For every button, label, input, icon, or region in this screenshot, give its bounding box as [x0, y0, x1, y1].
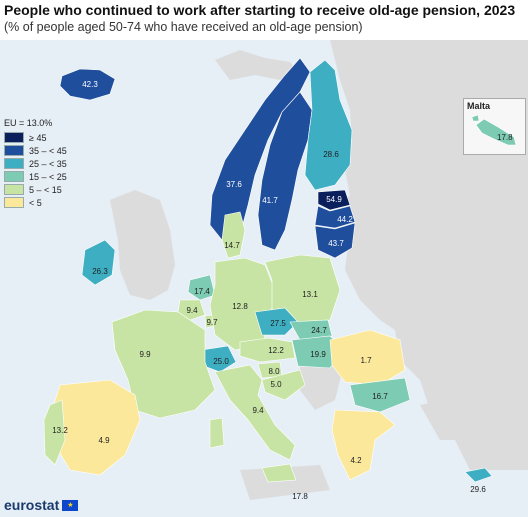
label-estonia: 54.9 [326, 195, 342, 204]
label-slovenia: 8.0 [268, 367, 280, 376]
legend-label: 35 – < 45 [29, 145, 67, 156]
label-belgium: 9.4 [186, 306, 198, 315]
label-denmark: 14.7 [224, 241, 240, 250]
turkey [420, 395, 500, 440]
label-slovakia: 24.7 [311, 326, 327, 335]
lithuania-region [314, 222, 356, 259]
legend-item: < 5 [4, 196, 67, 209]
malta-shape [471, 114, 517, 146]
legend: EU = 13.0% ≥ 45 35 – < 45 25 – < 35 15 –… [4, 118, 67, 209]
label-iceland: 42.3 [82, 80, 98, 89]
legend-item: 5 – < 15 [4, 183, 67, 196]
legend-label: 5 – < 15 [29, 184, 62, 195]
legend-title: EU = 13.0% [4, 118, 53, 128]
label-poland: 13.1 [302, 290, 318, 299]
malta-inset: Malta 17.8 [463, 98, 526, 155]
label-latvia: 44.2 [337, 215, 353, 224]
cyprus-region [464, 467, 493, 483]
legend-item: 35 – < 45 [4, 144, 67, 157]
slovakia-region [289, 319, 333, 341]
label-greece: 4.2 [350, 456, 362, 465]
label-romania: 1.7 [360, 356, 372, 365]
label-bulgaria: 16.7 [372, 392, 388, 401]
france-region [111, 309, 216, 419]
croatia-region [261, 369, 306, 401]
finland-region [304, 59, 353, 191]
romania-region [329, 329, 406, 386]
chart-subtitle: (% of people aged 50-74 who have receive… [4, 20, 363, 34]
poland-region [264, 254, 341, 326]
ireland-region [81, 239, 116, 286]
eu-flag-icon [62, 499, 79, 511]
legend-swatch [4, 184, 24, 195]
legend-label: 15 – < 25 [29, 171, 67, 182]
latvia-region [314, 205, 356, 229]
label-hungary: 19.9 [310, 350, 326, 359]
legend-item: ≥ 45 [4, 131, 67, 144]
chart-title: People who continued to work after start… [4, 2, 516, 18]
legend-swatch [4, 145, 24, 156]
sardinia-region [209, 417, 225, 449]
legend-item: 15 – < 25 [4, 170, 67, 183]
label-croatia: 5.0 [270, 380, 282, 389]
label-italy: 9.4 [252, 406, 264, 415]
legend-swatch [4, 132, 24, 143]
label-ireland: 26.3 [92, 267, 108, 276]
legend-label: < 5 [29, 197, 42, 208]
label-norway: 37.6 [226, 180, 242, 189]
europe-map: 42.3 37.6 41.7 28.6 54.9 44.2 43.7 26.3 … [0, 40, 528, 517]
label-czechia: 27.5 [270, 319, 286, 328]
legend-swatch [4, 158, 24, 169]
label-netherlands: 17.4 [194, 287, 210, 296]
label-finland: 28.6 [323, 150, 339, 159]
italy-region [214, 364, 296, 461]
label-portugal: 13.2 [52, 426, 68, 435]
legend-item: 25 – < 35 [4, 157, 67, 170]
legend-label: 25 – < 35 [29, 158, 67, 169]
label-luxembourg: 9.7 [206, 318, 218, 327]
malta-value: 17.8 [497, 133, 513, 142]
sicily-region [261, 463, 297, 483]
label-spain: 4.9 [98, 436, 110, 445]
label-cyprus: 29.6 [470, 485, 486, 494]
label-france: 9.9 [139, 350, 151, 359]
bulgaria-region [349, 377, 411, 413]
label-malta-south: 17.8 [292, 492, 308, 501]
label-austria: 12.2 [268, 346, 284, 355]
belgium-region [177, 299, 206, 321]
label-germany: 12.8 [232, 302, 248, 311]
netherlands-region [187, 274, 216, 301]
iceland-region [59, 68, 116, 101]
estonia-region [317, 189, 351, 211]
legend-swatch [4, 197, 24, 208]
north-africa [240, 465, 330, 500]
denmark-region [221, 211, 246, 259]
legend-label: ≥ 45 [29, 132, 47, 143]
malta-inset-title: Malta [467, 101, 491, 111]
label-switzerland: 25.0 [213, 357, 229, 366]
uk [110, 190, 175, 300]
austria-region [239, 337, 296, 363]
portugal-region [43, 399, 66, 466]
non-eu-north [215, 50, 300, 80]
logo-text: eurostat [4, 497, 60, 513]
label-sweden: 41.7 [262, 196, 278, 205]
czechia-region [254, 307, 299, 336]
greece-region [331, 409, 396, 481]
eurostat-logo: eurostat [4, 497, 79, 513]
label-lithuania: 43.7 [328, 239, 344, 248]
legend-swatch [4, 171, 24, 182]
